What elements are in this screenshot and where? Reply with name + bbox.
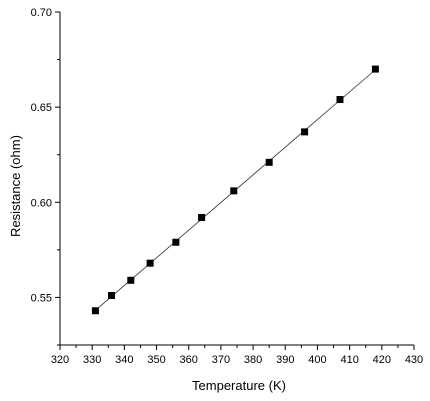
data-point-3 [146, 259, 154, 267]
y-axis-title: Resistance (ohm) [8, 135, 23, 237]
y-tick-label-0: 0.55 [31, 292, 52, 304]
x-tick-label-6: 380 [244, 354, 262, 366]
x-tick-label-7: 390 [276, 354, 294, 366]
x-tick-label-11: 430 [405, 354, 423, 366]
data-point-5 [198, 214, 206, 222]
x-tick-label-9: 410 [340, 354, 358, 366]
x-tick-label-3: 350 [147, 354, 165, 366]
x-tick-label-5: 370 [212, 354, 230, 366]
data-point-0 [91, 307, 99, 315]
x-tick-label-0: 320 [51, 354, 69, 366]
x-tick-label-4: 360 [180, 354, 198, 366]
data-point-8 [301, 128, 309, 136]
data-point-9 [336, 96, 344, 104]
x-tick-label-10: 420 [373, 354, 391, 366]
x-axis-title: Temperature (K) [192, 378, 286, 393]
x-tick-label-1: 330 [83, 354, 101, 366]
data-point-7 [265, 158, 273, 166]
data-point-10 [371, 65, 379, 73]
data-point-6 [230, 187, 238, 195]
data-point-1 [107, 292, 115, 300]
y-tick-label-2: 0.65 [31, 102, 52, 114]
x-tick-label-2: 340 [115, 354, 133, 366]
y-tick-label-1: 0.60 [31, 197, 52, 209]
data-point-2 [127, 276, 135, 284]
data-points [91, 65, 379, 315]
x-tick-label-8: 400 [308, 354, 326, 366]
data-point-4 [172, 238, 180, 246]
y-tick-label-3: 0.70 [31, 7, 52, 19]
ticks: 320 330 340 350 360 370 380 390 400 410 420 430 0.55… [31, 7, 424, 366]
